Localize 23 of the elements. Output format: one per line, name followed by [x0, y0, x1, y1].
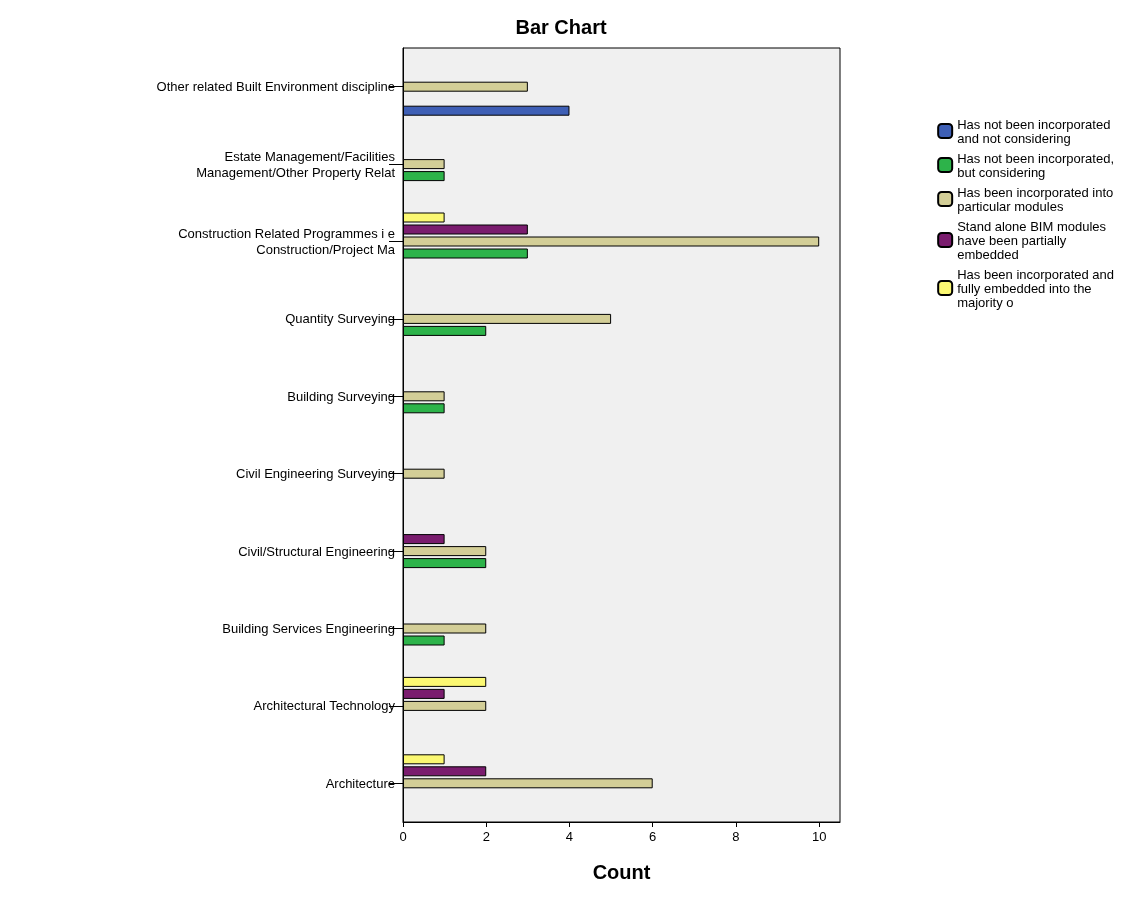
y-tick-label: Civil Engineering Surveying [236, 466, 395, 482]
chart-title: Bar Chart [515, 16, 607, 38]
x-axis-title: Count [592, 861, 651, 883]
x-tick-label: 4 [565, 829, 574, 844]
y-tick-label: Architecture [325, 775, 395, 791]
y-tick-label: Civil/Structural Engineering [238, 543, 395, 559]
x-tick-label: 0 [399, 829, 407, 844]
y-tick-label: Quantity Surveying [285, 311, 395, 327]
legend-label: Has been incorporated into particular modules [957, 184, 1114, 214]
legend-label: Has been incorporated and fully embedded into the majority o [957, 266, 1115, 310]
y-tick-label: Other related Built Environment discipline [156, 79, 395, 95]
y-tick-label: Construction Related Programmes i e Construction/Project Ma [178, 226, 396, 257]
legend-label: Has not been incorporated and not considering [957, 116, 1111, 146]
y-tick-label: Building Surveying [287, 388, 395, 404]
x-tick-label: 2 [482, 829, 490, 844]
x-tick-label: 6 [649, 829, 657, 844]
legend-label: Stand alone BIM modules have been partially embedded [957, 218, 1107, 262]
x-tick-label: 10 [811, 829, 827, 844]
y-tick-label: Building Services Engineering [222, 621, 395, 636]
y-tick-label: Estate Management/Facilities Management/Other Property Relat [196, 148, 396, 180]
x-tick-label: 8 [732, 829, 740, 844]
y-tick-label: Architectural Technology [253, 698, 396, 714]
legend-label: Has not been incorporated, but considering [957, 150, 1114, 180]
